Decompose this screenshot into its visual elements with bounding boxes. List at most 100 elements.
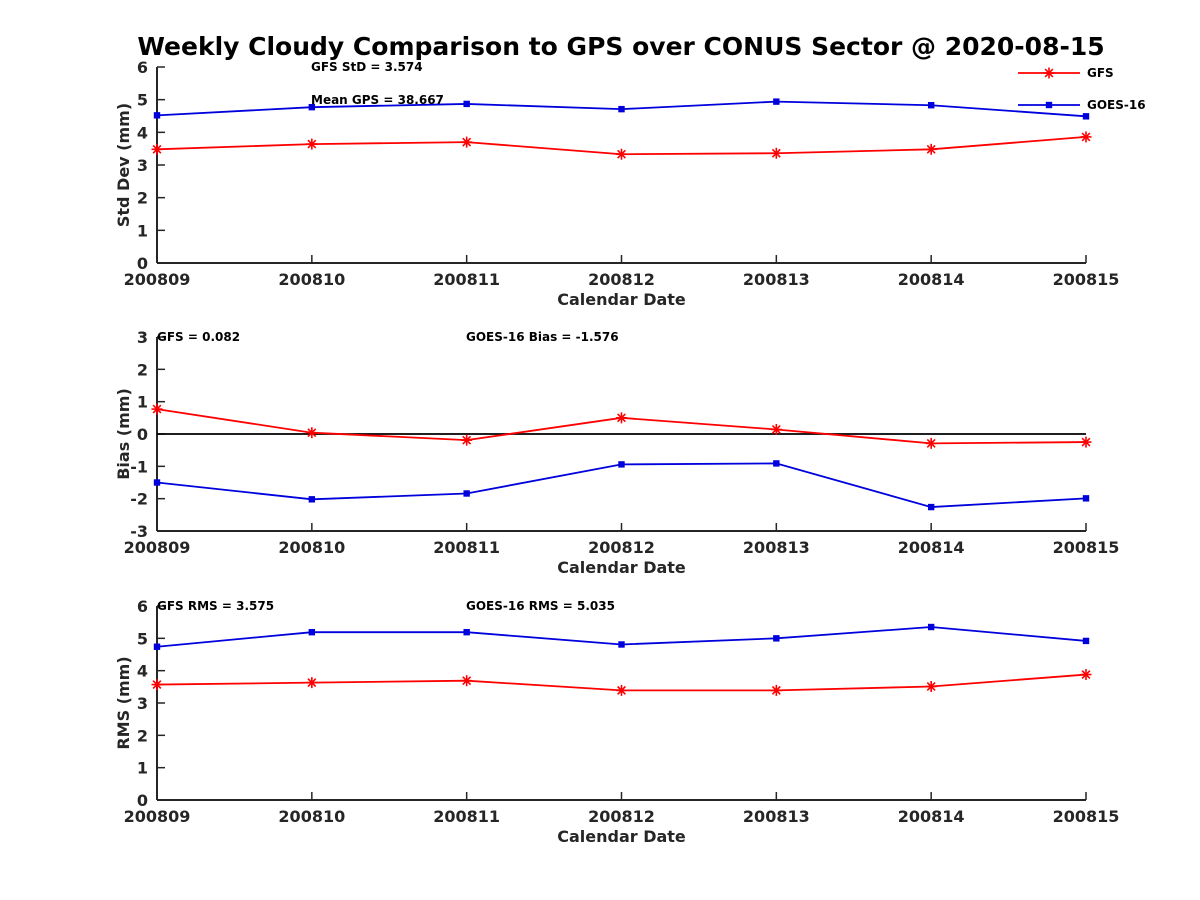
x-tick-label: 200814	[898, 807, 965, 826]
x-tick-label: 200812	[588, 538, 655, 557]
x-tick-label: 200812	[588, 807, 655, 826]
y-tick-label: 3	[137, 156, 148, 175]
y-tick-label: 0	[137, 425, 148, 444]
data-point-gfs	[151, 679, 163, 691]
x-tick-label: 200814	[898, 538, 965, 557]
x-tick-label: 200813	[743, 807, 810, 826]
y-tick-label: 1	[137, 759, 148, 778]
data-point-goes-16	[773, 635, 780, 642]
x-axis-label: Calendar Date	[557, 558, 686, 577]
data-point-goes-16	[153, 643, 161, 650]
x-tick-label: 200813	[743, 270, 810, 289]
x-axis-label: Calendar Date	[557, 290, 686, 309]
y-tick-label: 3	[137, 328, 148, 347]
stat-annotation: GOES-16 RMS = 5.035	[466, 599, 615, 613]
legend-marker	[1043, 67, 1055, 79]
y-tick-label: 4	[137, 662, 148, 681]
y-tick-label: 2	[137, 360, 148, 379]
x-tick-label: 200815	[1053, 538, 1120, 557]
data-point-goes-16	[618, 641, 625, 648]
data-point-goes-16	[308, 103, 316, 111]
y-tick-label: 5	[137, 91, 148, 110]
y-axis-label: Bias (mm)	[114, 388, 133, 480]
x-tick-label: 200811	[433, 538, 500, 557]
data-point-gfs	[616, 684, 627, 696]
y-tick-label: 0	[137, 254, 148, 273]
data-point-gfs	[770, 423, 782, 435]
x-tick-label: 200809	[124, 270, 191, 289]
y-tick-label: 5	[137, 629, 148, 648]
data-point-goes-16	[153, 479, 161, 486]
data-point-goes-16	[927, 623, 935, 631]
legend-marker	[1045, 101, 1053, 109]
data-point-goes-16	[773, 460, 780, 467]
data-point-goes-16	[1082, 637, 1090, 645]
x-tick-label: 200810	[278, 270, 345, 289]
y-tick-label: -3	[130, 522, 148, 541]
x-tick-label: 200813	[743, 538, 810, 557]
data-point-gfs	[770, 147, 782, 159]
x-tick-label: 200809	[124, 538, 191, 557]
data-point-gfs	[616, 412, 627, 424]
panel-2: 200809 200810 200811 200812 200813 200814 2008…	[114, 328, 1119, 577]
data-point-goes-16	[1082, 495, 1090, 502]
stat-annotation: GFS StD = 3.574	[311, 60, 423, 74]
stat-annotation: GFS = 0.082	[157, 330, 240, 344]
data-point-gfs	[925, 143, 937, 155]
x-tick-label: 200815	[1053, 270, 1120, 289]
y-tick-label: 3	[137, 694, 148, 713]
data-point-goes-16	[308, 496, 316, 503]
data-point-gfs	[461, 136, 473, 148]
x-tick-label: 200815	[1053, 807, 1120, 826]
data-point-gfs	[1080, 669, 1092, 681]
x-tick-label: 200809	[124, 807, 191, 826]
data-point-gfs	[770, 684, 782, 696]
panel-1: 200809 200810 200811 200812 200813 200814 2008…	[114, 58, 1119, 309]
y-tick-label: 2	[137, 726, 148, 745]
series-line-goes-16	[156, 462, 1087, 508]
x-tick-label: 200811	[433, 270, 500, 289]
y-tick-label: -2	[130, 490, 148, 509]
data-point-goes-16	[463, 628, 470, 636]
data-point-gfs	[925, 681, 937, 693]
data-point-goes-16	[153, 112, 161, 119]
panels: 200809 200810 200811 200812 200813 200814 2008…	[114, 58, 1119, 846]
data-point-gfs	[461, 675, 473, 687]
data-point-gfs	[151, 403, 163, 415]
legend-entry-goes-16: GOES-16	[1018, 98, 1146, 112]
data-point-goes-16	[463, 100, 470, 108]
data-point-goes-16	[618, 105, 625, 113]
x-tick-label: 200810	[278, 538, 345, 557]
data-point-gfs	[151, 143, 163, 155]
data-point-goes-16	[773, 98, 780, 105]
x-tick-label: 200814	[898, 270, 965, 289]
x-axis-label: Calendar Date	[557, 827, 686, 846]
data-point-gfs	[461, 434, 473, 446]
y-tick-label: 6	[137, 597, 148, 616]
data-point-gfs	[925, 437, 937, 449]
x-tick-label: 200810	[278, 807, 345, 826]
legend-label: GOES-16	[1087, 98, 1146, 112]
x-tick-label: 200812	[588, 270, 655, 289]
data-point-goes-16	[618, 461, 625, 468]
stat-annotation: Mean GPS = 38.667	[311, 93, 444, 107]
data-point-goes-16	[463, 490, 470, 497]
stat-annotation: GFS RMS = 3.575	[157, 599, 274, 613]
data-point-goes-16	[1082, 113, 1090, 120]
y-tick-label: 1	[137, 393, 148, 412]
y-tick-label: 4	[137, 123, 148, 142]
y-tick-label: 0	[137, 791, 148, 810]
data-point-gfs	[1080, 436, 1092, 448]
data-point-gfs	[306, 138, 318, 150]
legend: GFS GOES-16	[1018, 66, 1146, 112]
y-axis-label: Std Dev (mm)	[114, 103, 133, 227]
legend-entry-gfs: GFS	[1018, 66, 1114, 80]
data-point-gfs	[1080, 131, 1092, 143]
y-tick-label: 6	[137, 58, 148, 77]
y-tick-label: 1	[137, 221, 148, 240]
x-tick-label: 200811	[433, 807, 500, 826]
data-point-goes-16	[308, 628, 316, 636]
legend-label: GFS	[1087, 66, 1114, 80]
y-tick-label: 2	[137, 189, 148, 208]
